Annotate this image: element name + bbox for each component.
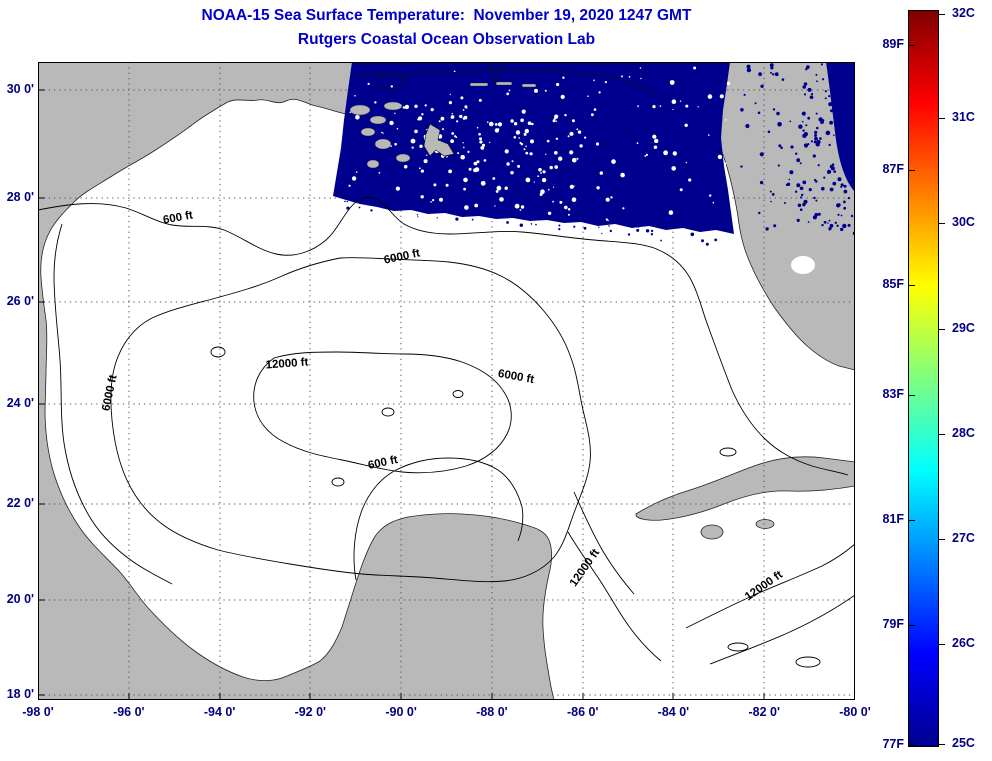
- colorbar-celsius-label: 28C: [938, 426, 975, 440]
- land-texas-mexico-yucatan: [38, 62, 555, 700]
- contour-12000ft-central-loop: [253, 351, 512, 474]
- y-tick-label: 20 0': [6, 592, 34, 606]
- y-tick-label: 22 0': [6, 496, 34, 510]
- contour-12000ft-caribbean: [567, 531, 855, 665]
- colorbar-gradient: [909, 11, 938, 746]
- colorbar-celsius-label: 30C: [938, 215, 975, 229]
- contour-detail-loop: [452, 390, 464, 398]
- contour-600ft-north-shelf: [38, 196, 849, 476]
- colorbar-fahrenheit-label: 79F: [862, 617, 915, 631]
- coastline-overlays: [355, 63, 655, 94]
- contour-detail-loop: [210, 346, 226, 358]
- sst-data-swath: [333, 62, 734, 234]
- x-tick-label: -80 0': [839, 705, 871, 719]
- bathymetry-contours: [38, 196, 855, 668]
- figure-title: NOAA-15 Sea Surface Temperature: Novembe…: [201, 7, 692, 24]
- x-tick-label: -98 0': [22, 705, 54, 719]
- land-isle-of-youth: [700, 524, 724, 540]
- contour-detail-loop: [727, 642, 749, 652]
- axis-tick-marks: [38, 89, 765, 700]
- contour-600ft-west-campeche: [53, 223, 524, 585]
- mobile-bay-outline: [489, 63, 504, 86]
- mississippi-delta: [423, 123, 455, 157]
- lake-okeechobee: [791, 256, 815, 274]
- lake-pontchartrain-outline: [375, 73, 405, 91]
- sst-fringe-speckles: [344, 200, 718, 246]
- colorbar-celsius-label: 31C: [938, 110, 975, 124]
- sst-data-atlantic-blob: [826, 62, 855, 192]
- colorbar-celsius-label: 27C: [938, 531, 975, 545]
- x-tick-label: -92 0': [294, 705, 327, 719]
- colorbar-celsius-label: 26C: [938, 636, 975, 650]
- colorbar-fahrenheit-label: 85F: [862, 277, 915, 291]
- sst-atlantic-speckles: [740, 62, 855, 236]
- x-tick-label: -90 0': [385, 705, 417, 719]
- x-tick-label: -82 0': [748, 705, 780, 719]
- gulf-of-mexico-map: [38, 62, 855, 700]
- map-plot-area: [38, 62, 855, 700]
- north-gulf-coastline: [355, 69, 655, 94]
- contour-detail-loop: [381, 407, 395, 417]
- plot-border: [38, 62, 855, 700]
- sst-data-swath-group: [333, 62, 855, 234]
- colorbar-celsius-label: 29C: [938, 321, 975, 335]
- colorbar: [908, 10, 939, 747]
- contour-detail-loop: [719, 447, 737, 457]
- x-tick-label: -96 0': [113, 705, 145, 719]
- y-tick-label: 26 0': [6, 294, 34, 308]
- y-tick-label: 28 0': [6, 190, 34, 204]
- marsh-and-barrier-islands: [349, 81, 537, 169]
- x-tick-label: -84 0': [657, 705, 690, 719]
- contour-detail-loop: [331, 477, 345, 487]
- figure-subtitle: Rutgers Coastal Ocean Observation Lab: [297, 31, 596, 48]
- y-tick-label: 30 0': [6, 82, 34, 96]
- colorbar-fahrenheit-label: 81F: [862, 512, 915, 526]
- x-tick-label: -86 0': [566, 705, 599, 719]
- contour-detail-loop: [795, 656, 821, 668]
- y-tick-label: 24 0': [6, 396, 34, 410]
- colorbar-celsius-label: 25C: [938, 736, 975, 750]
- colorbar-fahrenheit-label: 77F: [862, 737, 915, 751]
- x-tick-label: -88 0': [476, 705, 508, 719]
- colorbar-celsius-label: 32C: [938, 6, 975, 20]
- x-tick-label: -94 0': [203, 705, 236, 719]
- colorbar-fahrenheit-label: 89F: [862, 37, 915, 51]
- contour-6000ft-loop: [110, 257, 635, 595]
- land-cuba-islet: [755, 519, 775, 529]
- y-tick-label: 18 0': [6, 687, 34, 701]
- colorbar-fahrenheit-label: 83F: [862, 387, 915, 401]
- colorbar-fahrenheit-label: 87F: [862, 162, 915, 176]
